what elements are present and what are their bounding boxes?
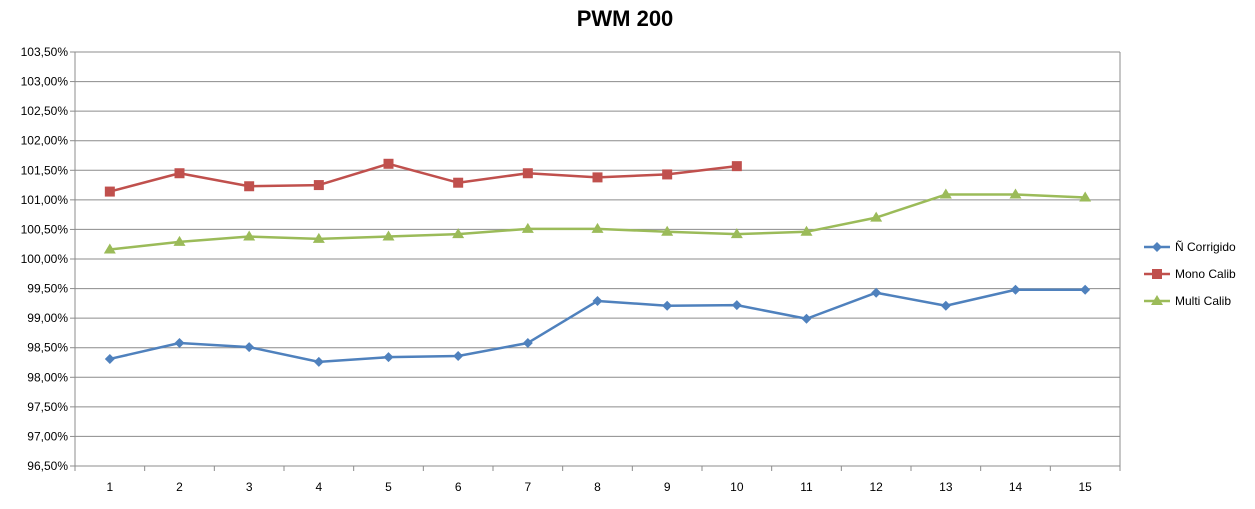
data-point — [940, 300, 951, 311]
data-point — [521, 222, 534, 233]
data-point — [662, 300, 673, 311]
x-tick-label: 5 — [385, 480, 392, 494]
chart-title: PWM 200 — [577, 6, 674, 31]
data-point — [1010, 284, 1021, 295]
data-point — [730, 228, 743, 239]
data-point — [312, 232, 325, 243]
series-1 — [104, 284, 1091, 367]
data-point — [662, 169, 673, 180]
y-tick-label: 97,50% — [27, 400, 68, 414]
series-3 — [103, 188, 1092, 254]
x-tick-label: 15 — [1078, 480, 1092, 494]
x-tick-label: 4 — [315, 480, 322, 494]
y-tick-label: 99,00% — [27, 311, 68, 325]
y-tick-label: 103,50% — [21, 45, 69, 59]
x-tick-label: 9 — [664, 480, 671, 494]
y-tick-label: 97,00% — [27, 429, 68, 443]
y-tick-label: 101,00% — [21, 193, 69, 207]
data-point — [871, 287, 882, 298]
series-line — [109, 162, 737, 193]
data-point — [1080, 284, 1091, 295]
y-tick-label: 102,00% — [21, 134, 69, 148]
x-tick-label: 13 — [939, 480, 953, 494]
y-axis-ticks: 96,50% 97,00% 97,50% 98,00% 98,50% 99,00% 99,5… — [21, 45, 75, 473]
x-tick-label: 6 — [455, 480, 462, 494]
data-point — [1079, 191, 1092, 202]
x-tick-label: 11 — [800, 480, 813, 494]
data-point — [522, 168, 533, 179]
series-lines — [103, 158, 1092, 367]
data-point — [522, 337, 533, 348]
x-tick-label: 1 — [106, 480, 113, 494]
series-line — [109, 193, 1086, 251]
y-tick-label: 102,50% — [21, 104, 69, 118]
legend-item-2: Mono Calib — [1144, 267, 1236, 281]
data-point — [453, 177, 464, 188]
data-point — [661, 225, 674, 236]
data-point — [104, 186, 115, 197]
data-point — [731, 161, 742, 172]
x-tick-label: 12 — [869, 480, 883, 494]
data-point — [452, 228, 465, 239]
data-point — [870, 211, 883, 222]
x-tick-label: 10 — [730, 480, 744, 494]
legend-item-1: Ñ Corrigido — [1144, 240, 1236, 254]
data-point — [244, 181, 255, 192]
data-point — [173, 235, 186, 246]
data-point — [453, 350, 464, 361]
data-point — [591, 222, 604, 233]
data-point — [174, 337, 185, 348]
legend-label: Multi Calib — [1175, 294, 1231, 308]
legend-marker — [1151, 295, 1163, 305]
data-point — [592, 295, 603, 306]
data-point — [313, 356, 324, 367]
data-point — [313, 180, 324, 191]
data-point — [592, 172, 603, 183]
x-tick-label: 7 — [524, 480, 531, 494]
legend-label: Ñ Corrigido — [1175, 240, 1236, 254]
data-point — [104, 353, 115, 364]
legend-label: Mono Calib — [1175, 267, 1236, 281]
y-tick-label: 100,50% — [21, 222, 69, 236]
data-point — [731, 300, 742, 311]
data-point — [800, 225, 813, 236]
y-tick-label: 98,00% — [27, 370, 68, 384]
y-tick-label: 103,00% — [21, 75, 69, 89]
y-tick-label: 101,50% — [21, 163, 69, 177]
series-2 — [104, 158, 742, 197]
data-point — [103, 243, 116, 254]
legend-marker — [1152, 242, 1162, 252]
x-tick-label: 2 — [176, 480, 183, 494]
legend-item-3: Multi Calib — [1144, 294, 1231, 308]
x-axis-ticks: 1 2 3 4 5 6 7 8 9 10 11 12 13 14 15 — [74, 466, 1121, 494]
legend-marker — [1152, 269, 1162, 279]
data-point — [383, 352, 394, 363]
y-tick-label: 96,50% — [27, 459, 68, 473]
data-point — [939, 188, 952, 199]
y-tick-label: 99,50% — [27, 282, 68, 296]
data-point — [383, 158, 394, 169]
data-point — [243, 230, 256, 241]
y-tick-label: 100,00% — [21, 252, 69, 266]
y-tick-label: 98,50% — [27, 341, 68, 355]
data-point — [382, 230, 395, 241]
legend: Ñ Corrigido Mono Calib Multi Calib — [1144, 240, 1236, 308]
grid-lines — [75, 51, 1120, 437]
data-point — [174, 168, 185, 179]
data-point — [244, 342, 255, 353]
x-tick-label: 8 — [594, 480, 601, 494]
x-tick-label: 14 — [1009, 480, 1023, 494]
data-point — [801, 313, 812, 324]
data-point — [1009, 188, 1022, 199]
x-tick-label: 3 — [246, 480, 253, 494]
